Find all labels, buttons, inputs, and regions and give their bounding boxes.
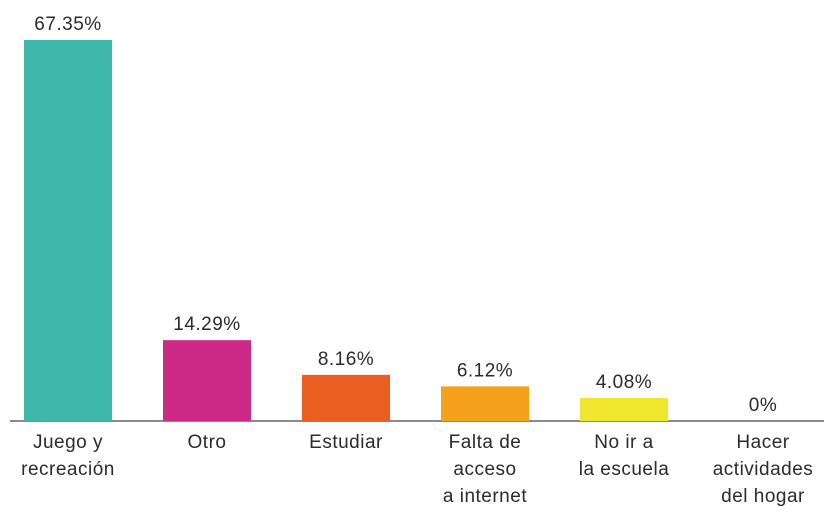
x-tick-label: Hacer — [736, 432, 789, 453]
x-tick-label: acceso — [453, 459, 516, 480]
value-label: 14.29% — [173, 314, 240, 335]
x-tick-label: Falta de — [449, 432, 522, 453]
bar — [580, 397, 668, 421]
x-tick-label: la escuela — [579, 459, 670, 480]
bar — [163, 340, 251, 421]
x-tick-label: Otro — [188, 432, 227, 453]
bar — [24, 40, 112, 421]
value-label: 0% — [749, 395, 777, 416]
x-tick-label: Estudiar — [309, 432, 383, 453]
x-tick-label: recreación — [21, 459, 115, 480]
x-tick-label: actividades — [713, 459, 814, 480]
value-label: 4.08% — [596, 372, 652, 393]
value-label: 8.16% — [318, 349, 374, 370]
value-label: 6.12% — [457, 360, 513, 381]
value-label: 67.35% — [34, 14, 101, 35]
bar — [302, 374, 390, 421]
bar — [441, 386, 529, 421]
x-tick-label: Juego y — [33, 432, 103, 453]
x-tick-label: No ir a — [594, 432, 653, 453]
x-tick-label: del hogar — [721, 486, 805, 507]
x-tick-label: a internet — [443, 486, 527, 507]
